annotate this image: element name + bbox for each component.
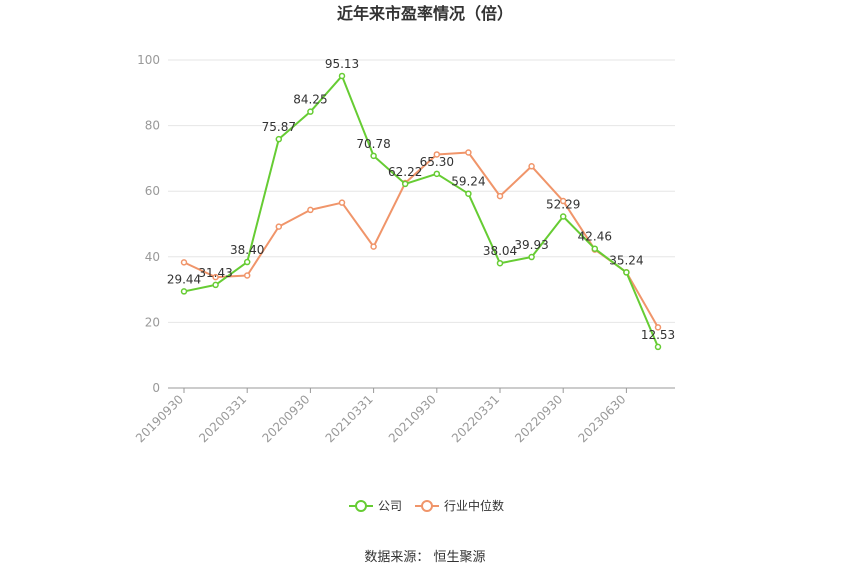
x-tick-label: 20200930: [259, 392, 312, 445]
y-axis: 0 20 40 60 80 100: [137, 53, 160, 395]
data-point: [465, 190, 472, 197]
data-label: 38.40: [230, 243, 264, 257]
legend-item-0[interactable]: 公司: [349, 499, 402, 513]
x-axis: 20190930 20200331 20200930 20210331 20210930…: [133, 387, 675, 445]
data-point: [212, 281, 219, 289]
y-tick-label: 0: [152, 381, 160, 395]
series-line-1: [183, 151, 659, 328]
source-note: 数据来源： 恒生聚源: [364, 550, 485, 565]
x-tick-label: 20200331: [196, 392, 249, 445]
data-point: [307, 108, 314, 115]
data-point: [433, 170, 441, 178]
data-point: [338, 199, 346, 206]
x-tick-label: 20220930: [512, 392, 565, 445]
data-point: [465, 149, 472, 156]
x-tick-label: 20190930: [133, 392, 186, 445]
data-point: [307, 206, 314, 214]
data-label: 52.29: [546, 197, 580, 211]
data-point: [401, 180, 409, 188]
y-tick-label: 40: [145, 250, 160, 264]
data-label: 59.24: [451, 175, 485, 189]
data-label: 38.04: [483, 244, 517, 258]
chart-title: 近年来市盈率情况（倍）: [337, 4, 513, 23]
data-point: [275, 135, 283, 143]
grid-lines: [168, 59, 675, 323]
y-tick-label: 80: [145, 119, 160, 133]
data-label: 65.30: [420, 155, 454, 169]
data-label: 39.93: [514, 238, 548, 252]
data-label: 62.22: [388, 165, 422, 179]
data-point: [370, 243, 377, 250]
x-tick-label: 20210331: [323, 392, 376, 445]
data-label: 95.13: [325, 57, 359, 71]
legend-label: 公司: [378, 499, 402, 513]
series-line-0: [183, 74, 659, 348]
data-label: 84.25: [293, 93, 327, 107]
legend-item-1[interactable]: 行业中位数: [415, 498, 504, 513]
data-label: 29.44: [167, 272, 201, 286]
legend-label: 行业中位数: [444, 498, 504, 513]
data-label: 70.78: [356, 137, 390, 151]
data-label: 42.46: [578, 230, 612, 244]
data-point: [623, 269, 630, 276]
y-tick-label: 60: [145, 184, 160, 198]
data-label: 35.24: [609, 253, 643, 267]
data-point: [528, 253, 535, 261]
data-label: 31.43: [198, 266, 232, 280]
data-point: [654, 324, 662, 331]
series-layer: [180, 72, 662, 351]
data-point: [212, 273, 219, 281]
data-point: [528, 163, 535, 170]
data-point: [275, 223, 283, 230]
data-point: [338, 72, 346, 80]
data-label: 75.87: [262, 120, 296, 134]
data-point: [496, 192, 504, 200]
data-point: [370, 152, 377, 160]
data-point: [243, 258, 251, 266]
data-point: [180, 288, 188, 295]
legend-swatch-marker: [355, 500, 367, 512]
data-point: [243, 272, 251, 279]
x-tick-label: 20230630: [575, 392, 628, 445]
data-point: [180, 259, 188, 266]
data-point: [559, 213, 567, 220]
data-label: 12.53: [641, 328, 675, 342]
data-point: [559, 197, 567, 205]
x-tick-label: 20220331: [449, 392, 502, 445]
y-tick-label: 100: [137, 53, 160, 67]
y-tick-label: 20: [145, 315, 160, 329]
data-point: [433, 151, 441, 158]
data-point: [496, 259, 504, 267]
x-tick-label: 20210930: [386, 392, 439, 445]
legend[interactable]: 公司 行业中位数: [349, 498, 504, 513]
legend-swatch-marker: [421, 500, 433, 512]
data-point: [591, 245, 599, 252]
data-point: [654, 343, 662, 351]
